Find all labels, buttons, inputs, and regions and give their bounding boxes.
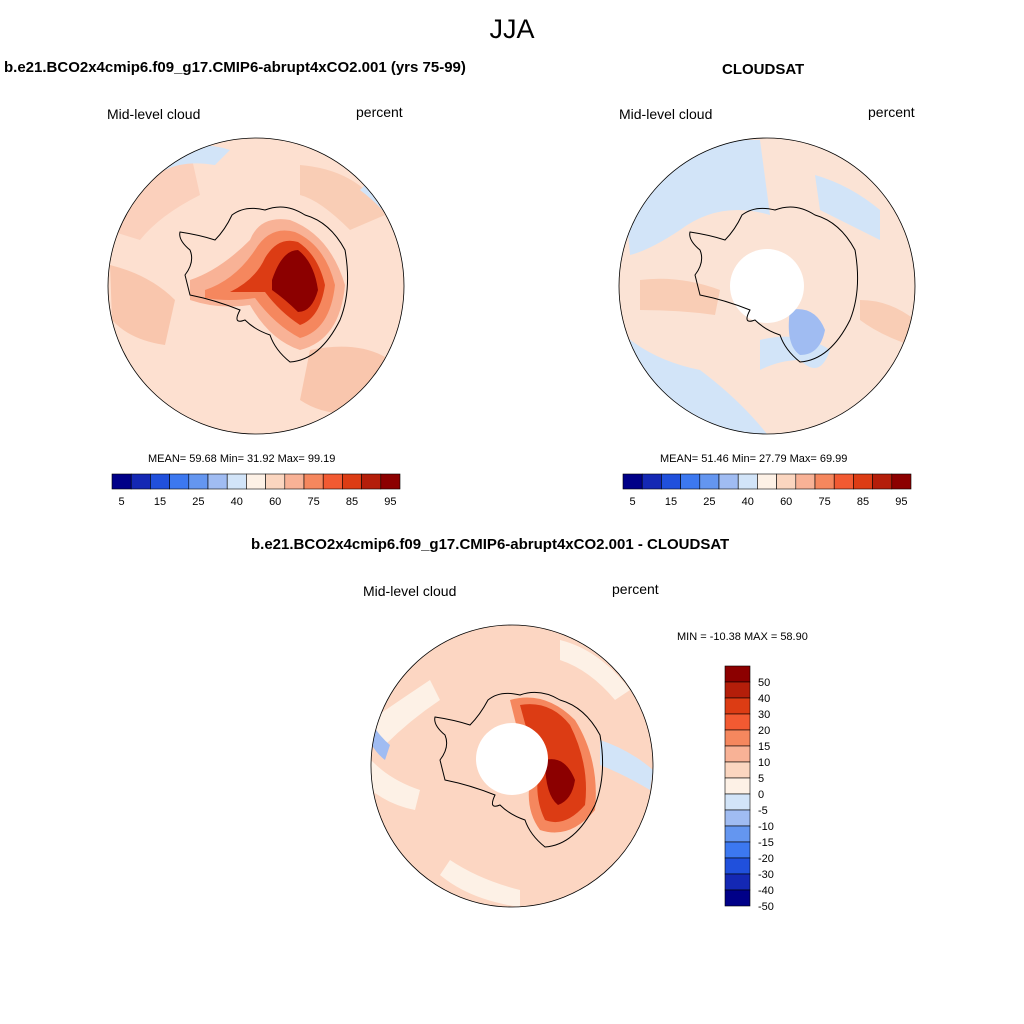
diff-variable-label: Mid-level cloud bbox=[363, 583, 457, 599]
colorbar-tick-label: 5 bbox=[119, 496, 125, 508]
colorbar-swatch bbox=[699, 473, 720, 490]
colorbar-tick-label: -15 bbox=[758, 837, 774, 849]
diff-polar-map bbox=[370, 624, 654, 908]
colorbar-swatch bbox=[718, 473, 739, 490]
diff-stats: MIN = -10.38 MAX = 58.90 bbox=[677, 631, 808, 643]
colorbar-swatch bbox=[833, 473, 854, 490]
colorbar-tick-label: 60 bbox=[269, 496, 281, 508]
colorbar-tick-label: 10 bbox=[758, 757, 770, 769]
colorbar-tick-label: 40 bbox=[231, 496, 243, 508]
colorbar-tick-label: 15 bbox=[154, 496, 166, 508]
colorbar-tick-label: -10 bbox=[758, 821, 774, 833]
colorbar-swatch bbox=[724, 777, 751, 795]
model-variable-label: Mid-level cloud bbox=[107, 106, 201, 122]
colorbar-tick-label: 75 bbox=[307, 496, 319, 508]
colorbar-swatch bbox=[169, 473, 190, 490]
colorbar-swatch bbox=[622, 473, 643, 490]
colorbar-tick-label: 0 bbox=[758, 789, 764, 801]
colorbar-swatch bbox=[724, 857, 751, 875]
colorbar-swatch bbox=[724, 665, 751, 683]
colorbar-tick-label: 25 bbox=[192, 496, 204, 508]
colorbar-tick-label: -5 bbox=[758, 805, 768, 817]
colorbar-swatch bbox=[342, 473, 362, 490]
colorbar-swatch bbox=[724, 713, 751, 731]
model-panel-title: b.e21.BCO2x4cmip6.f09_g17.CMIP6-abrupt4x… bbox=[4, 59, 466, 76]
colorbar-swatch bbox=[641, 473, 662, 490]
colorbar-swatch bbox=[724, 761, 751, 779]
colorbar-swatch bbox=[188, 473, 209, 490]
colorbar-tick-label: 5 bbox=[630, 496, 636, 508]
colorbar-swatch bbox=[246, 473, 266, 490]
colorbar-swatch bbox=[853, 473, 873, 490]
obs-polar-map bbox=[618, 137, 916, 435]
colorbar-swatch bbox=[661, 473, 681, 490]
diff-units-label: percent bbox=[612, 581, 659, 597]
colorbar-swatch bbox=[757, 473, 777, 490]
colorbar-swatch bbox=[724, 809, 751, 827]
colorbar-tick-label: 15 bbox=[665, 496, 677, 508]
colorbar-tick-label: -30 bbox=[758, 869, 774, 881]
colorbar-swatch bbox=[776, 473, 797, 490]
obs-panel-title: CLOUDSAT bbox=[722, 61, 805, 78]
season-title: JJA bbox=[489, 14, 535, 44]
model-units-label: percent bbox=[356, 104, 403, 120]
colorbar-tick-label: 60 bbox=[780, 496, 792, 508]
colorbar-swatch bbox=[814, 473, 835, 490]
colorbar-tick-label: 95 bbox=[895, 496, 907, 508]
colorbar-swatch bbox=[226, 473, 247, 490]
colorbar-swatch bbox=[737, 473, 758, 490]
colorbar-swatch bbox=[891, 473, 912, 490]
colorbar-tick-label: 50 bbox=[758, 677, 770, 689]
colorbar-swatch bbox=[130, 473, 151, 490]
colorbar-tick-label: 20 bbox=[758, 725, 770, 737]
colorbar-tick-label: 40 bbox=[758, 693, 770, 705]
obs-colorbar: 5 15 25 40 60 75 85 95 bbox=[622, 473, 912, 508]
colorbar-swatch bbox=[303, 473, 324, 490]
colorbar-tick-label: 15 bbox=[758, 741, 770, 753]
colorbar-tick-label: -40 bbox=[758, 885, 774, 897]
colorbar-swatch bbox=[724, 793, 751, 811]
diff-panel-title: b.e21.BCO2x4cmip6.f09_g17.CMIP6-abrupt4x… bbox=[251, 536, 730, 553]
colorbar-swatch bbox=[872, 473, 893, 490]
colorbar-swatch bbox=[724, 825, 751, 843]
colorbar-swatch bbox=[265, 473, 286, 490]
obs-stats: MEAN= 51.46 Min= 27.79 Max= 69.99 bbox=[660, 453, 848, 465]
colorbar-tick-label: 25 bbox=[703, 496, 715, 508]
model-colorbar: 5 15 25 40 60 75 85 95 bbox=[111, 473, 401, 508]
colorbar-swatch bbox=[724, 889, 751, 907]
colorbar-swatch bbox=[207, 473, 228, 490]
colorbar-swatch bbox=[724, 745, 751, 763]
colorbar-swatch bbox=[150, 473, 170, 490]
colorbar-swatch bbox=[795, 473, 816, 490]
obs-variable-label: Mid-level cloud bbox=[619, 106, 713, 122]
colorbar-swatch bbox=[322, 473, 343, 490]
colorbar-swatch bbox=[724, 681, 751, 699]
colorbar-tick-label: 40 bbox=[742, 496, 754, 508]
model-polar-map bbox=[107, 137, 405, 435]
colorbar-swatch bbox=[724, 873, 751, 891]
colorbar-swatch bbox=[361, 473, 382, 490]
colorbar-tick-label: 5 bbox=[758, 773, 764, 785]
model-stats: MEAN= 59.68 Min= 31.92 Max= 99.19 bbox=[148, 453, 336, 465]
colorbar-swatch bbox=[111, 473, 132, 490]
colorbar-tick-label: 30 bbox=[758, 709, 770, 721]
colorbar-tick-label: -50 bbox=[758, 901, 774, 913]
colorbar-swatch bbox=[724, 841, 751, 859]
colorbar-swatch bbox=[724, 697, 751, 715]
obs-units-label: percent bbox=[868, 104, 915, 120]
colorbar-tick-label: 85 bbox=[857, 496, 869, 508]
colorbar-tick-label: 95 bbox=[384, 496, 396, 508]
colorbar-swatch bbox=[284, 473, 305, 490]
colorbar-swatch bbox=[724, 729, 751, 747]
colorbar-tick-label: 85 bbox=[346, 496, 358, 508]
colorbar-swatch bbox=[680, 473, 701, 490]
colorbar-tick-label: -20 bbox=[758, 853, 774, 865]
colorbar-tick-label: 75 bbox=[818, 496, 830, 508]
colorbar-swatch bbox=[380, 473, 401, 490]
